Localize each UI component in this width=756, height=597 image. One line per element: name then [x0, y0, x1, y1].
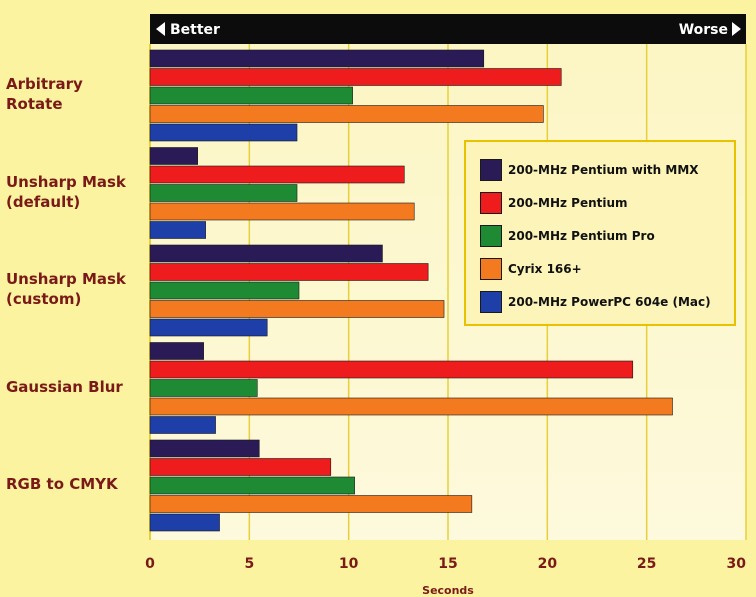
category-label: Unsharp Mask (default)	[6, 172, 126, 211]
x-axis-ticks: 0 5 10 15 20 25 30	[145, 556, 746, 572]
bar	[149, 244, 383, 263]
bar	[149, 184, 298, 202]
legend-item: 200-MHz PowerPC 604e (Mac)	[480, 288, 711, 316]
bar	[149, 439, 260, 458]
legend-swatch	[480, 225, 502, 247]
arrow-left-icon	[156, 22, 165, 36]
bar	[149, 86, 353, 105]
x-tick-label: 10	[339, 556, 359, 572]
bar	[149, 281, 300, 300]
bar	[149, 263, 429, 281]
x-tick-label: 5	[244, 556, 254, 572]
bar	[149, 147, 198, 165]
bar	[149, 105, 544, 123]
legend-item: 200-MHz Pentium with MMX	[480, 156, 699, 184]
bar	[149, 379, 258, 397]
legend: 200-MHz Pentium with MMX 200-MHz Pentium 2…	[464, 140, 736, 326]
legend-item: Cyrix 166+	[480, 255, 582, 283]
legend-item: 200-MHz Pentium Pro	[480, 222, 655, 250]
bar	[149, 416, 216, 434]
legend-swatch	[480, 258, 502, 280]
x-tick-label: 15	[438, 556, 457, 572]
bar	[149, 476, 355, 495]
x-axis-label: Seconds	[422, 584, 474, 597]
bar	[149, 342, 204, 360]
x-tick-label: 20	[538, 556, 558, 572]
legend-label: 200-MHz Pentium	[508, 196, 628, 210]
category-label: Gaussian Blur	[6, 377, 123, 396]
legend-label: 200-MHz Pentium with MMX	[508, 163, 699, 177]
category-label: Unsharp Mask (custom)	[6, 270, 126, 309]
legend-label: 200-MHz Pentium Pro	[508, 229, 655, 243]
bar	[149, 513, 220, 532]
legend-swatch	[480, 291, 502, 313]
bar	[149, 397, 673, 416]
legend-swatch	[480, 159, 502, 181]
arrow-right-icon	[732, 22, 741, 36]
legend-label: Cyrix 166+	[508, 262, 582, 276]
x-tick-label: 30	[727, 556, 747, 572]
header-bar	[150, 14, 746, 44]
legend-label: 200-MHz PowerPC 604e (Mac)	[508, 295, 711, 309]
bar	[149, 458, 332, 476]
header-worse-label: Worse	[679, 22, 728, 38]
legend-swatch	[480, 192, 502, 214]
bar	[149, 68, 562, 86]
bar	[149, 49, 485, 68]
bar	[149, 300, 445, 318]
bar	[149, 495, 473, 513]
bars	[149, 49, 673, 532]
bar	[149, 318, 268, 337]
bar	[149, 165, 405, 184]
x-tick-label: 25	[637, 556, 656, 572]
x-tick-label: 0	[145, 556, 155, 572]
bar	[149, 360, 634, 379]
category-label: Arbitrary Rotate	[6, 75, 83, 114]
bar	[149, 202, 415, 221]
header-better-label: Better	[170, 22, 220, 38]
bar	[149, 123, 298, 142]
legend-item: 200-MHz Pentium	[480, 189, 628, 217]
bar	[149, 221, 206, 239]
category-label: RGB to CMYK	[6, 475, 118, 494]
